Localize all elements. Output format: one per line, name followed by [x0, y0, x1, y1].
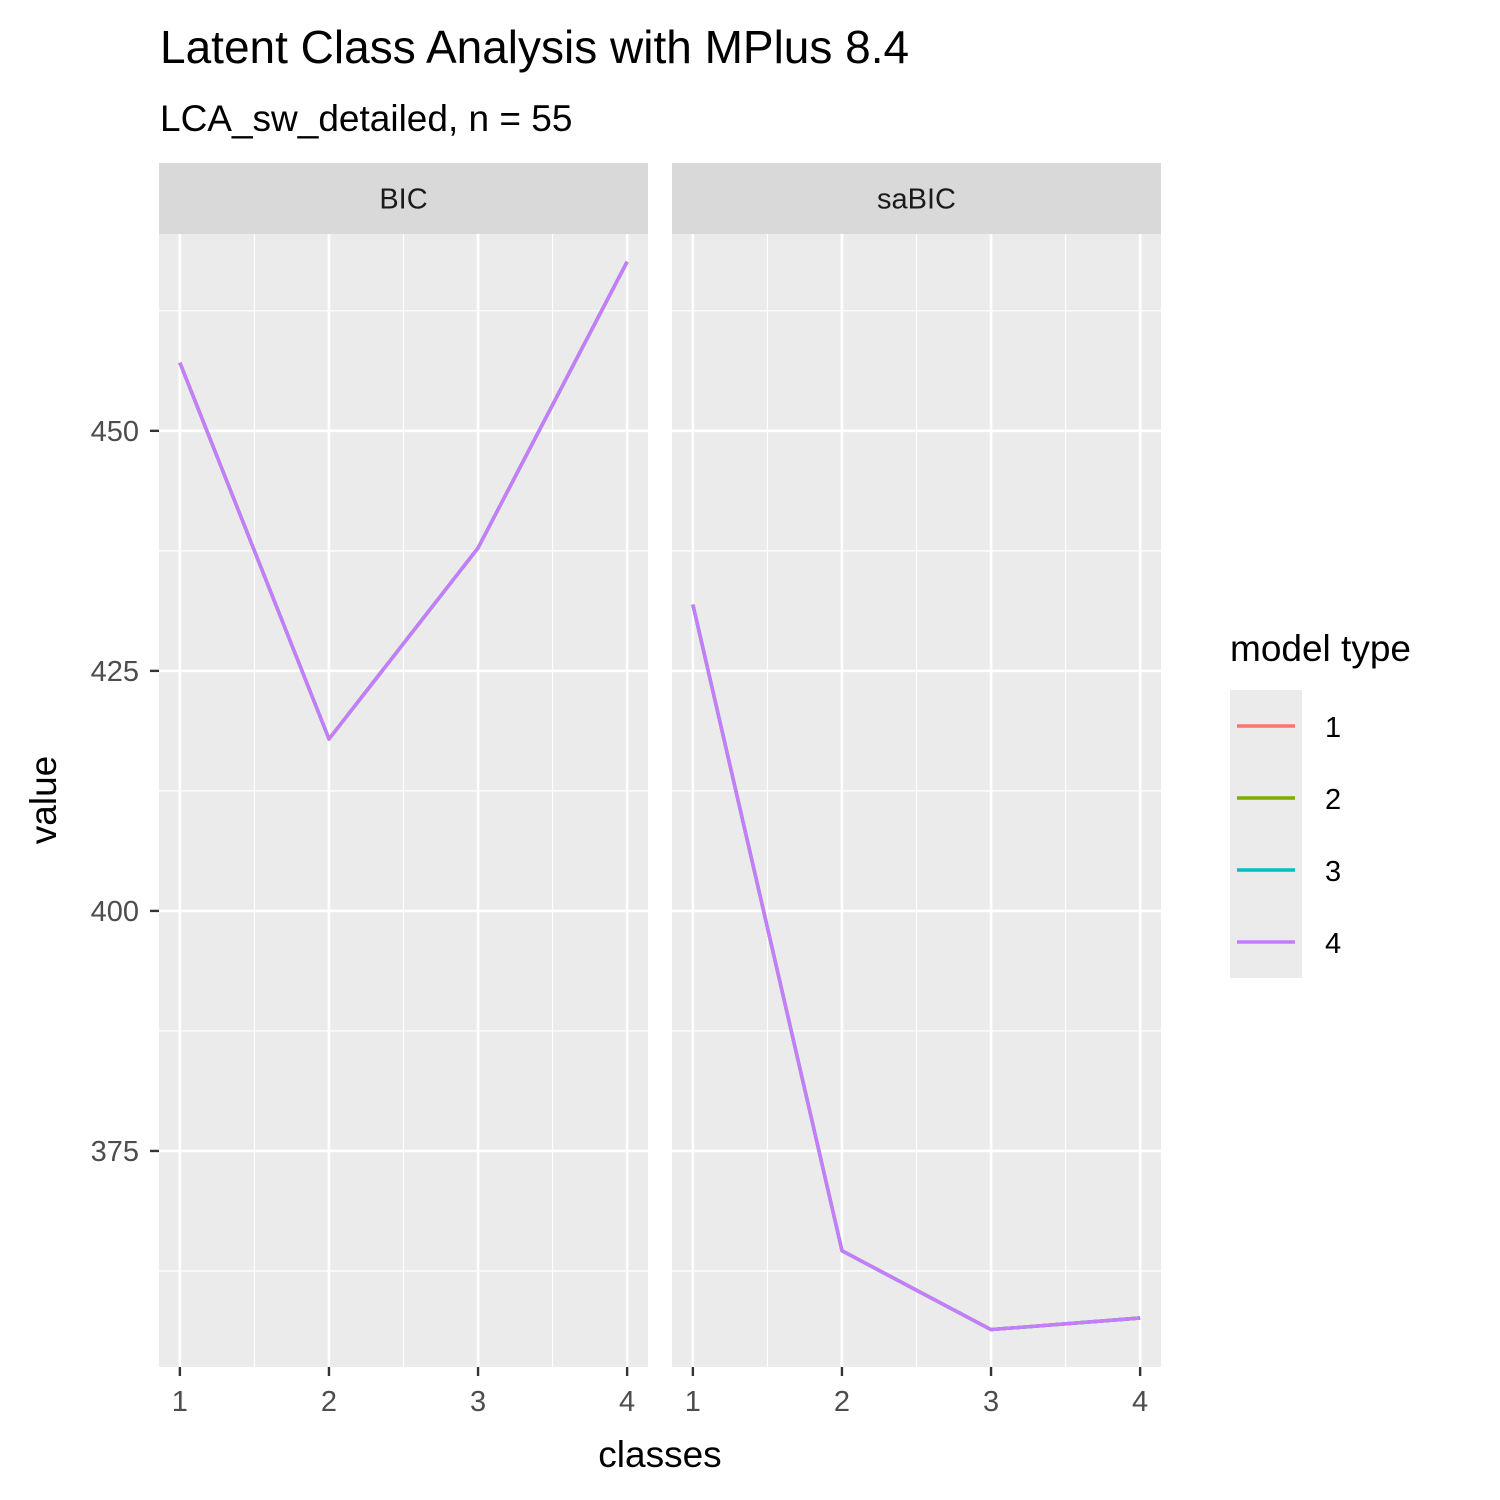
y-axis-title: value	[23, 756, 64, 844]
x-axis-title: classes	[598, 1434, 721, 1475]
x-tick-label: 4	[619, 1386, 635, 1418]
y-tick-label: 450	[91, 416, 139, 448]
chart-title: Latent Class Analysis with MPlus 8.4	[160, 21, 909, 73]
x-tick-label: 2	[321, 1386, 337, 1418]
facet-strip-label: BIC	[379, 184, 427, 216]
x-tick-label: 3	[983, 1386, 999, 1418]
x-tick-label: 2	[834, 1386, 850, 1418]
facet-strip	[159, 163, 648, 234]
y-tick-label: 425	[91, 656, 139, 688]
legend-key-background	[1230, 690, 1302, 978]
panel-bic: BIC 1 2 3 4	[159, 163, 648, 1418]
y-tick-label: 375	[91, 1136, 139, 1168]
x-tick-label: 4	[1132, 1386, 1148, 1418]
x-tick-label: 3	[470, 1386, 486, 1418]
x-tick-label: 1	[172, 1386, 188, 1418]
facet-strip	[672, 163, 1161, 234]
y-tick-label: 400	[91, 896, 139, 928]
panel-sabic: saBIC 1 2 3 4	[672, 163, 1161, 1418]
legend-label: 4	[1325, 928, 1341, 960]
legend-title: model type	[1230, 628, 1411, 669]
chart-subtitle: LCA_sw_detailed, n = 55	[160, 98, 572, 139]
x-tick-label: 1	[685, 1386, 701, 1418]
facet-panels: BIC 1 2 3 4 saBIC 1 2 3 4	[159, 163, 1161, 1418]
legend-label: 2	[1325, 784, 1341, 816]
series-line-4	[178, 261, 629, 741]
facet-strip-label: saBIC	[877, 184, 956, 216]
legend: model type 1 2 3 4	[1230, 628, 1411, 978]
y-axis: 375 400 425 450	[91, 416, 159, 1168]
series-line-4	[691, 604, 1141, 1332]
legend-label: 3	[1325, 856, 1341, 888]
legend-label: 1	[1325, 712, 1341, 744]
